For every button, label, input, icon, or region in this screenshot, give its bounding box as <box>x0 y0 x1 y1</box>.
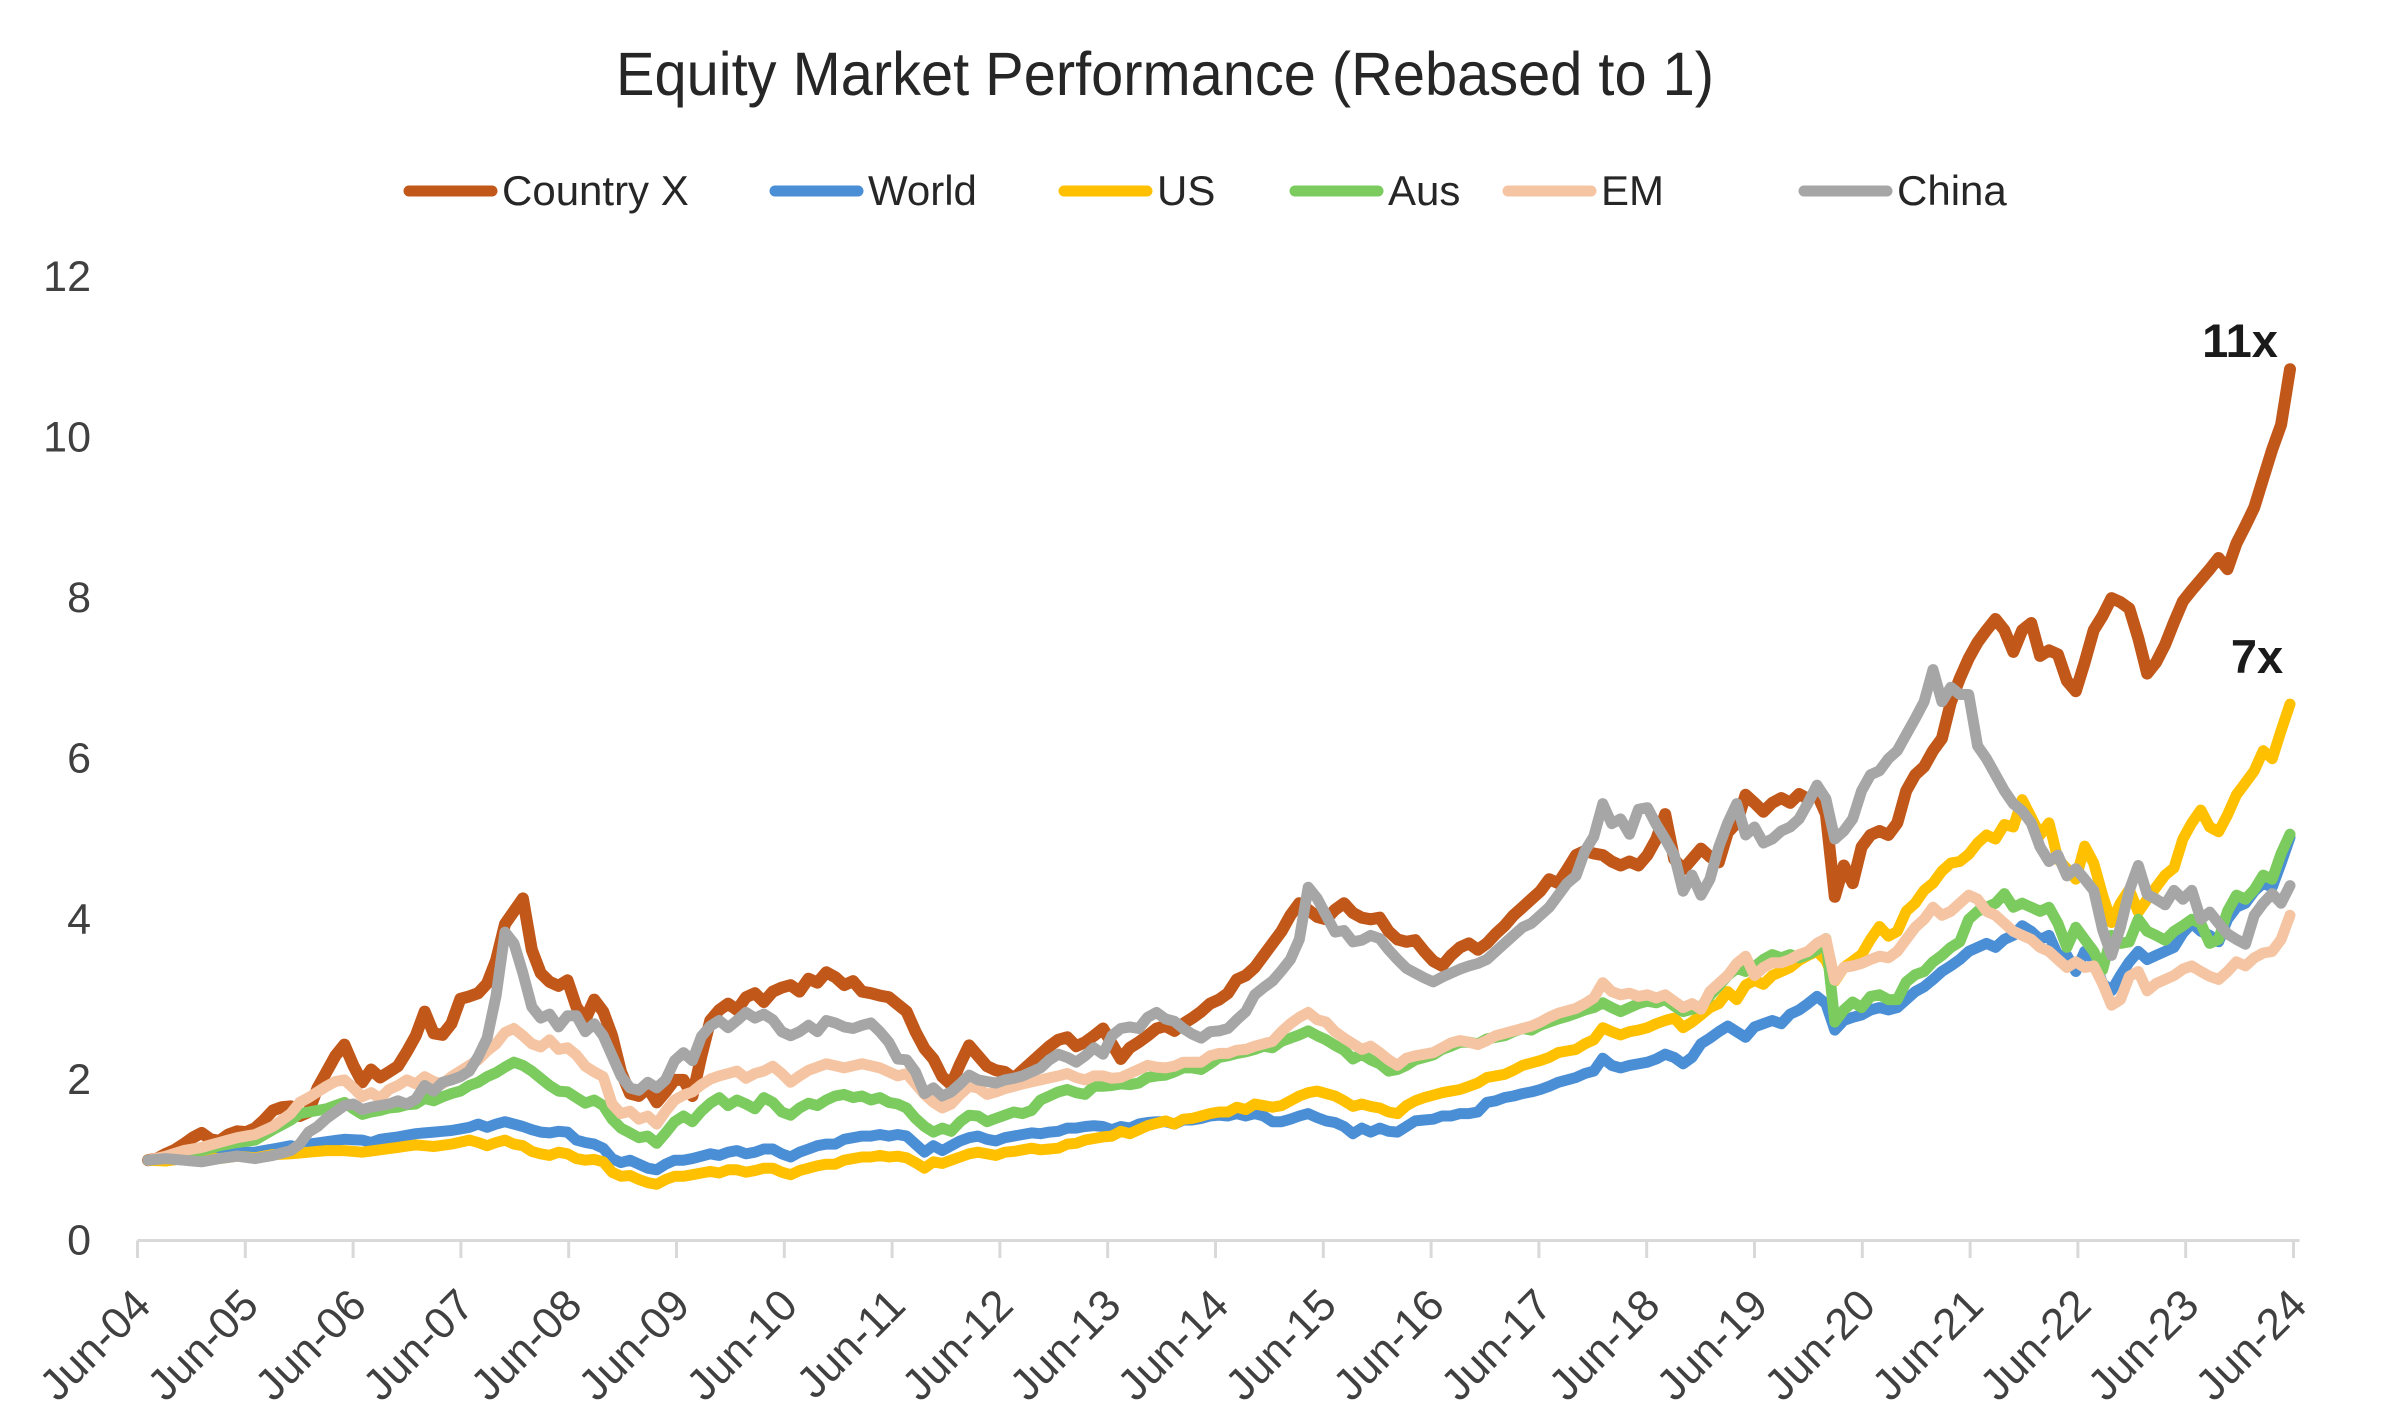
svg-text:Aus: Aus <box>1388 167 1460 214</box>
svg-text:EM: EM <box>1601 167 1664 214</box>
svg-text:7x: 7x <box>2231 630 2283 683</box>
svg-text:2: 2 <box>67 1056 91 1104</box>
svg-text:US: US <box>1157 167 1215 214</box>
svg-text:4: 4 <box>67 895 91 943</box>
svg-text:11x: 11x <box>2202 314 2278 367</box>
svg-text:0: 0 <box>67 1217 91 1265</box>
svg-text:12: 12 <box>43 253 91 301</box>
svg-text:China: China <box>1897 167 2007 214</box>
svg-text:8: 8 <box>67 574 91 622</box>
svg-text:Country X: Country X <box>502 167 689 214</box>
svg-text:6: 6 <box>67 735 91 783</box>
svg-text:World: World <box>868 167 977 214</box>
svg-text:10: 10 <box>43 414 91 462</box>
svg-text:Equity Market Performance (Reb: Equity Market Performance (Rebased to 1) <box>616 40 1714 108</box>
